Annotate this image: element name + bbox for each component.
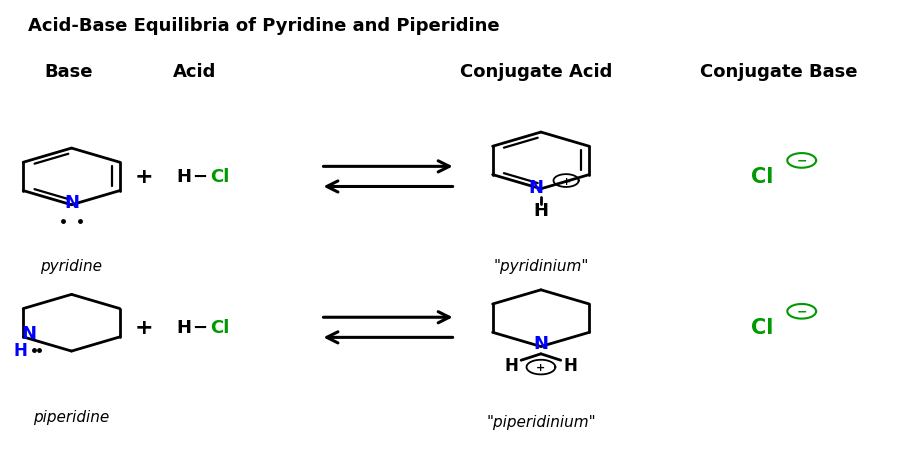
Text: +: + [134,167,152,187]
Text: Cl: Cl [210,319,230,336]
Text: −: − [191,319,207,336]
Text: H: H [504,357,518,375]
Text: "pyridinium": "pyridinium" [493,258,589,274]
Text: piperidine: piperidine [33,409,110,424]
Text: Cl: Cl [751,318,773,337]
Text: Acid-Base Equilibria of Pyridine and Piperidine: Acid-Base Equilibria of Pyridine and Pip… [28,17,500,35]
Text: −: − [191,168,207,186]
Text: −: − [796,155,807,168]
Text: +: + [537,362,546,372]
Text: Cl: Cl [751,167,773,187]
Text: H: H [533,202,548,220]
Text: H: H [177,168,191,186]
Text: H: H [177,319,191,336]
Text: Base: Base [44,63,93,81]
Text: H: H [564,357,577,375]
Text: +: + [134,318,152,337]
Text: Conjugate Acid: Conjugate Acid [460,63,612,81]
Text: Conjugate Base: Conjugate Base [701,63,858,81]
Text: Cl: Cl [210,168,230,186]
Text: N: N [21,325,36,342]
Text: N: N [64,194,79,212]
Text: Acid: Acid [173,63,216,81]
Text: +: + [561,176,571,186]
Text: N: N [528,179,543,196]
Text: pyridine: pyridine [41,258,103,274]
Text: H: H [14,341,27,359]
Text: "piperidinium": "piperidinium" [486,414,595,429]
Text: N: N [533,334,548,352]
Text: −: − [796,305,807,318]
